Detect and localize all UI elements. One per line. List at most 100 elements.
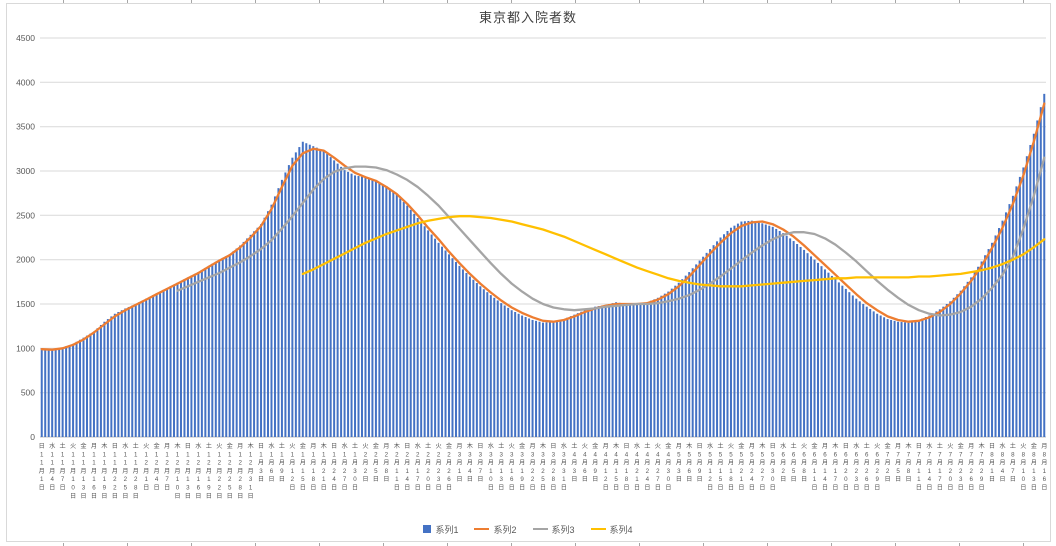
bar xyxy=(562,319,565,437)
y-tick-label: 2500 xyxy=(16,210,35,220)
legend-item-4[interactable]: 系列4 xyxy=(590,523,633,536)
bar xyxy=(580,311,583,437)
bar xyxy=(340,166,343,438)
bar xyxy=(124,308,127,437)
bar xyxy=(716,241,719,437)
bar xyxy=(326,153,329,438)
bar xyxy=(141,300,144,437)
bar xyxy=(427,230,430,437)
bar xyxy=(1015,186,1018,437)
bar xyxy=(987,249,990,437)
legend-item-1[interactable]: 系列1 xyxy=(423,523,458,536)
bar xyxy=(1004,212,1007,437)
chart-title[interactable]: 東京都入院者数 xyxy=(478,10,577,25)
bar xyxy=(893,320,896,437)
bar xyxy=(576,313,579,437)
bar xyxy=(959,290,962,437)
bar xyxy=(162,289,165,437)
bar xyxy=(705,252,708,437)
bar xyxy=(82,337,85,437)
bar xyxy=(65,346,68,437)
y-tick-label: 0 xyxy=(30,432,35,442)
bar xyxy=(851,295,854,437)
bar xyxy=(590,307,593,437)
legend-bar-swatch-icon xyxy=(423,525,432,533)
bar xyxy=(830,275,833,437)
bar xyxy=(1029,144,1032,438)
bar xyxy=(789,238,792,437)
bar xyxy=(729,227,732,437)
bar xyxy=(747,220,750,437)
bar xyxy=(938,309,941,437)
bar xyxy=(684,275,687,437)
bar xyxy=(482,289,485,437)
bar xyxy=(152,295,155,437)
bar xyxy=(416,217,419,437)
bar xyxy=(40,348,43,437)
bar xyxy=(472,279,475,437)
bar xyxy=(726,231,729,437)
bar xyxy=(695,264,698,437)
bar xyxy=(385,186,388,437)
bar xyxy=(367,178,370,437)
bar xyxy=(615,302,618,437)
bar xyxy=(924,317,927,437)
bar xyxy=(312,146,315,438)
bar xyxy=(336,163,339,438)
bar xyxy=(632,304,635,437)
bar xyxy=(865,306,868,437)
bar xyxy=(820,266,823,437)
bar xyxy=(169,286,172,437)
bar xyxy=(47,349,50,437)
bar xyxy=(733,225,736,437)
y-tick-label: 1000 xyxy=(16,343,35,353)
bar xyxy=(277,188,280,437)
bar xyxy=(837,282,840,437)
bar xyxy=(451,258,454,437)
bar xyxy=(691,268,694,437)
bar xyxy=(263,217,266,437)
bar xyxy=(413,213,416,437)
bar xyxy=(625,304,628,437)
legend-item-3[interactable]: 系列3 xyxy=(532,523,575,536)
bar xyxy=(120,310,123,437)
bar xyxy=(872,311,875,437)
bar xyxy=(970,277,973,437)
bar xyxy=(186,277,189,437)
bar xyxy=(649,300,652,437)
bar xyxy=(92,331,95,437)
legend-item-2[interactable]: 系列2 xyxy=(474,523,517,536)
bar xyxy=(956,294,959,437)
bar xyxy=(103,321,106,437)
bar xyxy=(434,238,437,437)
bar xyxy=(674,285,677,437)
bar xyxy=(980,261,983,437)
y-tick-label: 3000 xyxy=(16,166,35,176)
bar xyxy=(542,322,544,437)
bar xyxy=(155,293,158,437)
bar xyxy=(521,315,524,437)
bar xyxy=(96,328,99,437)
